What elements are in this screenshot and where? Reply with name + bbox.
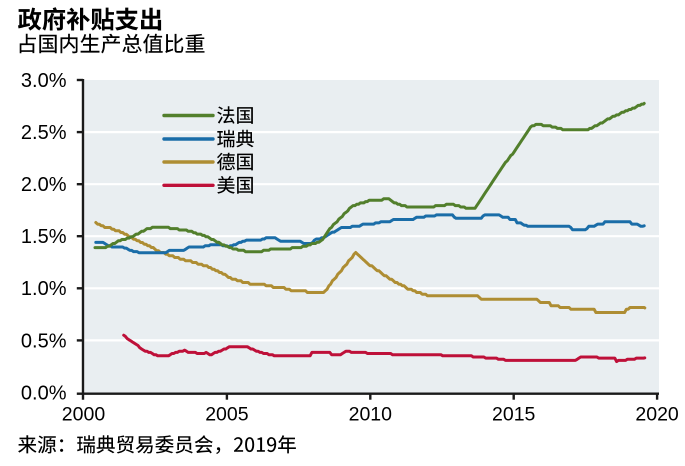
svg-text:2010: 2010 [349, 404, 393, 426]
svg-text:0.0%: 0.0% [21, 382, 67, 404]
svg-text:2005: 2005 [205, 404, 249, 426]
svg-text:2000: 2000 [62, 404, 106, 426]
svg-text:3.0%: 3.0% [21, 70, 67, 92]
svg-text:1.5%: 1.5% [21, 226, 67, 248]
svg-text:1.0%: 1.0% [21, 278, 67, 300]
svg-text:0.5%: 0.5% [21, 330, 67, 352]
svg-text:2.5%: 2.5% [21, 122, 67, 144]
svg-text:2.0%: 2.0% [21, 174, 67, 196]
svg-text:2015: 2015 [492, 404, 536, 426]
svg-text:2020: 2020 [635, 404, 679, 426]
